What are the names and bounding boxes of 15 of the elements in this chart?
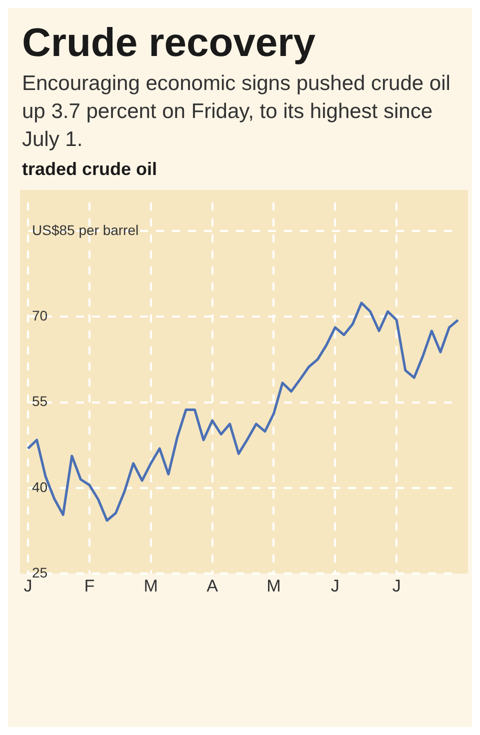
x-tick-label: J: [330, 576, 340, 596]
y-tick-label: 40: [32, 478, 48, 495]
x-tick-label: M: [266, 576, 281, 596]
x-tick-label: F: [84, 576, 95, 596]
x-tick-label: J: [24, 576, 32, 596]
y-tick-label: US$85 per barrel: [32, 222, 139, 238]
x-tick-label: J: [392, 576, 401, 596]
text: traded crude oil: [22, 158, 158, 181]
y-tick-label: 55: [32, 393, 48, 410]
chart-title: Crude recovery: [22, 20, 316, 66]
chart-subtitle: Encouraging economic signs pushed crude oil up 3.7 percent on Friday, to its highest since July 1.: [22, 71, 452, 153]
x-tick-label: A: [206, 576, 219, 596]
y-tick-label: 25: [32, 564, 48, 580]
y-tick-label: 70: [32, 307, 48, 324]
x-tick-label: M: [144, 576, 158, 596]
